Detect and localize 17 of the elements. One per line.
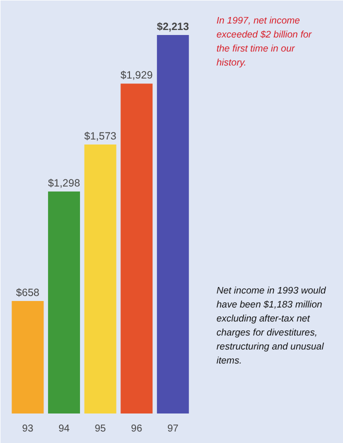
bar — [48, 191, 80, 414]
bar — [156, 34, 189, 414]
data-label: $2,213 — [156, 20, 190, 33]
bar — [84, 144, 116, 414]
bar — [120, 84, 153, 414]
text: Net income in 1993 would have been $1,183 million excluding after-tax net charges for divestitures, restructuring and unusual items. — [216, 286, 327, 366]
data-label: $1,573 — [84, 130, 117, 142]
x-tick-label: 95 — [94, 424, 106, 434]
x-tick-label: 96 — [131, 424, 143, 434]
bar — [12, 300, 44, 414]
data-label: $1,929 — [120, 70, 153, 82]
x-tick-label: 97 — [167, 424, 179, 434]
data-label: $658 — [16, 286, 40, 299]
text: In 1997, net income exceeded $2 billion for the first time in our history. — [216, 16, 312, 68]
x-tick-label: 93 — [22, 424, 34, 434]
data-label: $1,298 — [48, 177, 80, 190]
x-tick-label: 94 — [58, 424, 70, 434]
